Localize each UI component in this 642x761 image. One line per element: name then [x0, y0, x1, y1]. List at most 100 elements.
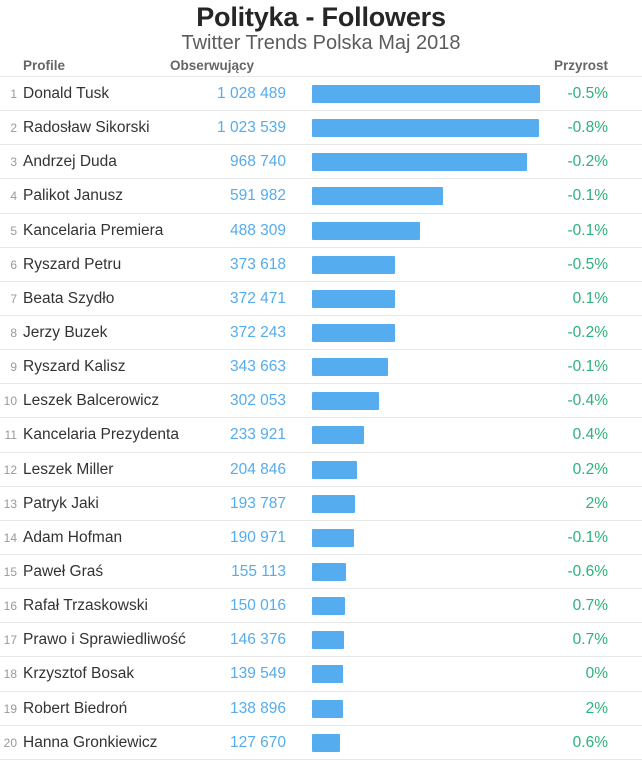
followers-count: 150 016 [229, 597, 286, 615]
table-row: 5 Kancelaria Premiera 488 309 -0.1% [0, 214, 642, 248]
rank-label: 16 [3, 599, 17, 614]
rank-label: 1 [10, 87, 17, 102]
table-row: 20 Hanna Gronkiewicz 127 670 0.6% [0, 726, 642, 760]
followers-bar [312, 494, 355, 513]
growth-percent: 0.7% [572, 631, 608, 649]
followers-bar [312, 187, 444, 206]
profile-name: Leszek Balcerowicz [23, 392, 160, 410]
page-title: Polityka - Followers [196, 2, 446, 32]
rank-label: 10 [3, 394, 17, 409]
followers-bar-track [312, 316, 540, 350]
followers-bar [312, 528, 355, 547]
followers-bar-track [312, 282, 540, 316]
table-row: 19 Robert Biedroń 138 896 2% [0, 692, 642, 726]
growth-percent: -0.5% [567, 85, 609, 103]
growth-percent: 0.6% [572, 733, 608, 751]
followers-bar [312, 119, 539, 138]
growth-percent: -0.6% [567, 563, 609, 581]
followers-count: 968 740 [229, 153, 286, 171]
profile-name: Donald Tusk [23, 85, 110, 103]
rank-label: 13 [3, 496, 17, 511]
followers-bar-track [312, 145, 540, 179]
table-row: 9 Ryszard Kalisz 343 663 -0.1% [0, 350, 642, 385]
rank-label: 5 [10, 223, 17, 238]
table-header-row: Profile Obserwujący Przyrost [0, 54, 642, 77]
table-row: 6 Ryszard Petru 373 618 -0.5% [0, 248, 642, 282]
followers-bar [312, 324, 395, 343]
table-row: 1 Donald Tusk 1 028 489 -0.5% [0, 77, 642, 112]
followers-count: 1 023 539 [217, 119, 286, 137]
followers-bar-track [312, 77, 540, 111]
profile-name: Leszek Miller [23, 460, 114, 478]
followers-bar-track [312, 248, 540, 282]
followers-bar-track [312, 487, 540, 521]
growth-percent: 0% [585, 665, 608, 683]
followers-bar [312, 631, 345, 650]
followers-count: 343 663 [229, 358, 286, 376]
followers-bar-track [312, 418, 540, 452]
followers-bar-track [312, 623, 540, 657]
followers-bar-track [312, 726, 540, 760]
growth-percent: -0.4% [567, 392, 609, 410]
growth-percent: -0.1% [567, 358, 609, 376]
followers-bar [312, 289, 395, 308]
followers-count: 373 618 [229, 255, 286, 273]
growth-percent: 0.7% [572, 597, 608, 615]
profile-name: Paweł Graś [23, 563, 104, 581]
followers-bar-track [312, 453, 540, 487]
growth-percent: 0.2% [572, 460, 608, 478]
followers-bar [312, 221, 421, 240]
followers-bar [312, 392, 379, 411]
growth-percent: 0.4% [572, 426, 608, 444]
profile-name: Palikot Janusz [23, 187, 123, 205]
rank-label: 11 [4, 428, 17, 443]
rank-label: 3 [10, 155, 17, 170]
followers-count: 488 309 [229, 221, 286, 239]
followers-column-header: Obserwujący [170, 57, 255, 73]
rank-label: 8 [10, 326, 17, 341]
followers-bar [312, 255, 395, 274]
profile-name: Kancelaria Prezydenta [23, 426, 179, 444]
table-row: 12 Leszek Miller 204 846 0.2% [0, 453, 642, 487]
table-row: 13 Patryk Jaki 193 787 2% [0, 487, 642, 521]
table-body: 1 Donald Tusk 1 028 489 -0.5% 2 Radosław… [0, 77, 642, 760]
rank-label: 6 [10, 257, 17, 272]
followers-bar [312, 699, 343, 718]
profile-name: Andrzej Duda [23, 153, 117, 171]
growth-percent: -0.5% [567, 255, 609, 273]
growth-percent: -0.1% [567, 528, 609, 546]
table-row: 2 Radosław Sikorski 1 023 539 -0.8% [0, 111, 642, 146]
followers-count: 139 549 [229, 665, 286, 683]
followers-bar-track [312, 692, 540, 726]
followers-bar [312, 563, 347, 582]
profile-name: Hanna Gronkiewicz [23, 733, 158, 751]
table-row: 11 Kancelaria Prezydenta 233 921 0.4% [0, 418, 642, 453]
rank-label: 14 [3, 530, 17, 545]
rank-label: 7 [10, 291, 17, 306]
followers-bar-track [312, 384, 540, 418]
profile-column-header: Profile [23, 57, 66, 73]
followers-bar-track [312, 521, 540, 555]
table-row: 15 Paweł Graś 155 113 -0.6% [0, 555, 642, 590]
followers-bar [312, 460, 358, 479]
followers-bar-track [312, 179, 540, 213]
rank-label: 12 [3, 462, 17, 477]
followers-bar-track [312, 214, 540, 248]
followers-count: 204 846 [229, 460, 286, 478]
followers-count: 591 982 [229, 187, 286, 205]
profile-name: Radosław Sikorski [23, 119, 150, 137]
rank-label: 19 [3, 701, 17, 716]
followers-count: 190 971 [229, 528, 286, 546]
followers-bar [312, 733, 341, 752]
followers-bar-track [312, 350, 540, 384]
profile-name: Robert Biedroń [23, 699, 128, 717]
followers-count: 372 471 [229, 289, 286, 307]
table-row: 10 Leszek Balcerowicz 302 053 -0.4% [0, 384, 642, 419]
followers-bar [312, 597, 346, 616]
table-row: 17 Prawo i Sprawiedliwość 146 376 0.7% [0, 623, 642, 658]
followers-bar [312, 153, 527, 172]
table-row: 4 Palikot Janusz 591 982 -0.1% [0, 179, 642, 214]
growth-percent: -0.8% [567, 119, 609, 137]
rank-label: 2 [10, 121, 17, 136]
